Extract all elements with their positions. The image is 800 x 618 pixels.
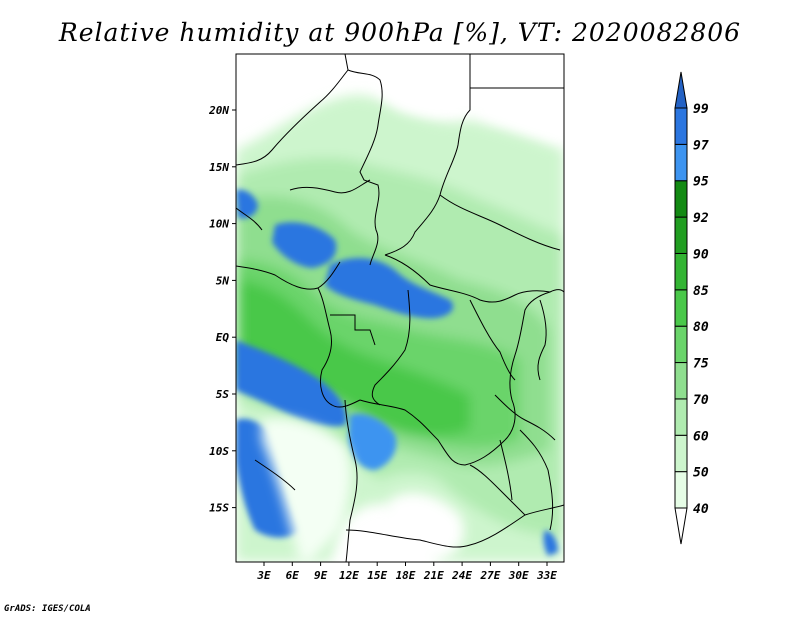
colorbar-label: 70: [693, 393, 709, 408]
colorbar: 40 50 60 70 75 80 85 90 92 95 97 99: [674, 71, 709, 545]
longitude-label: 33E: [536, 569, 557, 582]
longitude-axis: 3E 6E 9E 12E 15E 18E 21E 24E 27E 30E 33E: [256, 562, 557, 582]
colorbar-label: 92: [693, 211, 709, 226]
latitude-label: EQ: [216, 331, 230, 344]
colorbar-swatch: [674, 216, 688, 254]
longitude-label: 15E: [367, 569, 387, 582]
longitude-label: 27E: [479, 569, 500, 582]
latitude-axis: 20N 15N 10N 5N EQ 5S 10S 15S: [208, 104, 236, 515]
latitude-label: 5N: [216, 274, 230, 287]
longitude-label: 9E: [314, 569, 328, 582]
colorbar-swatch: [674, 143, 688, 182]
humidity-field: [236, 54, 564, 562]
colorbar-swatch: [674, 252, 688, 291]
colorbar-upper-arrow: [674, 71, 688, 109]
colorbar-label: 40: [693, 502, 709, 517]
colorbar-swatch: [674, 471, 688, 509]
colorbar-swatch: [674, 325, 688, 364]
colorbar-label: 60: [693, 429, 709, 444]
colorbar-swatch: [674, 398, 688, 436]
latitude-label: 5S: [216, 388, 230, 401]
latitude-label: 15S: [209, 502, 229, 515]
colorbar-label: 85: [693, 284, 709, 299]
longitude-label: 6E: [286, 569, 300, 582]
colorbar-label: 90: [693, 247, 709, 262]
colorbar-swatch: [674, 180, 688, 218]
latitude-label: 20N: [208, 104, 229, 117]
colorbar-swatch: [674, 107, 688, 145]
longitude-label: 3E: [256, 569, 271, 582]
colorbar-label: 50: [693, 466, 709, 481]
longitude-label: 24E: [451, 569, 472, 582]
latitude-label: 15N: [209, 161, 229, 174]
chart-title: Relative humidity at 900hPa [%], VT: 202…: [58, 18, 742, 47]
longitude-label: 12E: [339, 569, 359, 582]
longitude-label: 18E: [396, 569, 416, 582]
colorbar-label: 97: [693, 138, 709, 153]
colorbar-lower-arrow: [674, 507, 688, 545]
colorbar-swatch: [674, 289, 688, 327]
colorbar-label: 75: [693, 357, 709, 372]
colorbar-label: 95: [693, 175, 709, 190]
longitude-label: 30E: [508, 569, 529, 582]
map-frame: [235, 53, 565, 563]
country-borders: [236, 54, 564, 562]
colorbar-swatch: [674, 362, 688, 400]
colorbar-swatch: [674, 434, 688, 473]
latitude-label: 10S: [209, 445, 229, 458]
longitude-label: 21E: [423, 569, 444, 582]
latitude-label: 10N: [209, 218, 229, 231]
colorbar-label: 80: [693, 320, 709, 335]
colorbar-label: 99: [693, 102, 709, 117]
grads-credit: GrADS: IGES/COLA: [4, 604, 91, 614]
